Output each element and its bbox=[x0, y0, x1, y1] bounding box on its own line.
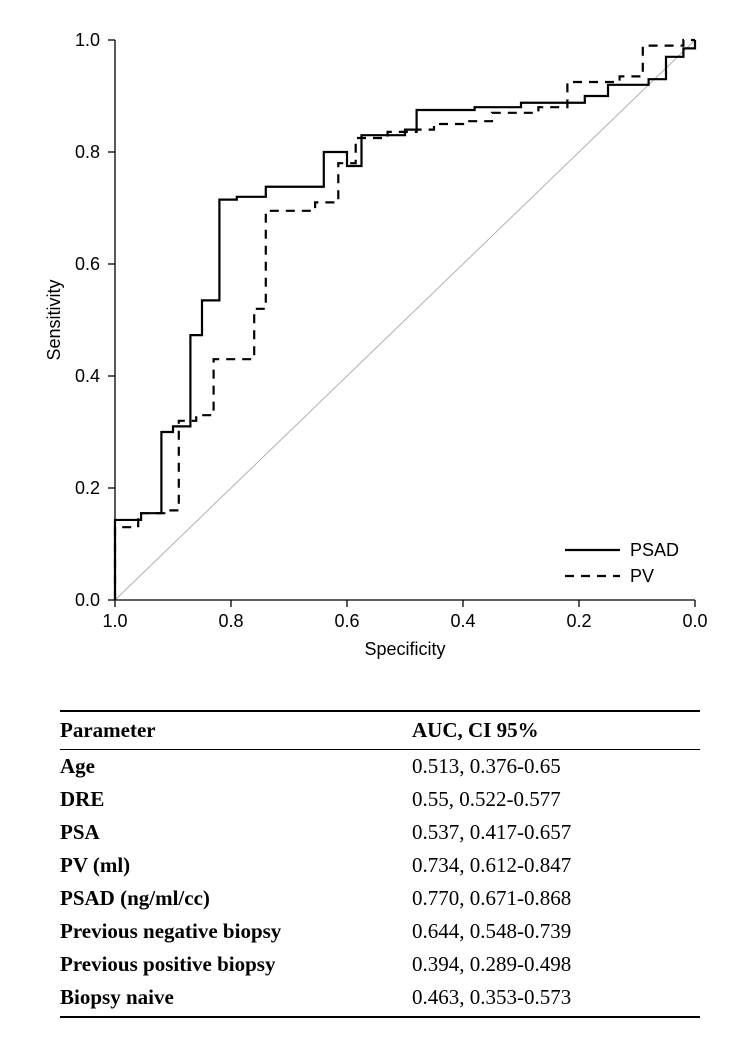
param-cell: PSAD (ng/ml/cc) bbox=[60, 882, 412, 915]
param-cell: PSA bbox=[60, 816, 412, 849]
legend-label-psad: PSAD bbox=[630, 540, 679, 560]
table-header-row: Parameter AUC, CI 95% bbox=[60, 711, 700, 750]
auc-cell: 0.513, 0.376-0.65 bbox=[412, 750, 700, 784]
auc-cell: 0.770, 0.671-0.868 bbox=[412, 882, 700, 915]
auc-table-wrap: Parameter AUC, CI 95% Age0.513, 0.376-0.… bbox=[60, 710, 700, 1018]
auc-cell: 0.734, 0.612-0.847 bbox=[412, 849, 700, 882]
auc-table: Parameter AUC, CI 95% Age0.513, 0.376-0.… bbox=[60, 710, 700, 1018]
table-row: Previous negative biopsy0.644, 0.548-0.7… bbox=[60, 915, 700, 948]
svg-text:1.0: 1.0 bbox=[75, 30, 100, 50]
auc-cell: 0.644, 0.548-0.739 bbox=[412, 915, 700, 948]
x-axis-label: Specificity bbox=[364, 639, 445, 659]
y-axis-label: Sensitivity bbox=[44, 279, 64, 360]
svg-text:0.4: 0.4 bbox=[75, 366, 100, 386]
svg-text:0.6: 0.6 bbox=[334, 611, 359, 631]
legend-label-pv: PV bbox=[630, 566, 654, 586]
param-cell: Biopsy naive bbox=[60, 981, 412, 1017]
table-row: Age0.513, 0.376-0.65 bbox=[60, 750, 700, 784]
svg-text:0.2: 0.2 bbox=[566, 611, 591, 631]
table-row: DRE0.55, 0.522-0.577 bbox=[60, 783, 700, 816]
param-cell: Previous negative biopsy bbox=[60, 915, 412, 948]
auc-cell: 0.394, 0.289-0.498 bbox=[412, 948, 700, 981]
table-row: PV (ml)0.734, 0.612-0.847 bbox=[60, 849, 700, 882]
table-header-auc: AUC, CI 95% bbox=[412, 711, 700, 750]
roc-chart: 1.0 0.8 0.6 0.4 0.2 0.0 0.0 0.2 0.4 0.6 0.8 1.0 Spec… bbox=[30, 20, 725, 670]
auc-cell: 0.463, 0.353-0.573 bbox=[412, 981, 700, 1017]
table-row: PSAD (ng/ml/cc)0.770, 0.671-0.868 bbox=[60, 882, 700, 915]
param-cell: DRE bbox=[60, 783, 412, 816]
param-cell: PV (ml) bbox=[60, 849, 412, 882]
svg-text:0.8: 0.8 bbox=[218, 611, 243, 631]
table-header-parameter: Parameter bbox=[60, 711, 412, 750]
svg-text:0.6: 0.6 bbox=[75, 254, 100, 274]
table-row: Previous positive biopsy0.394, 0.289-0.4… bbox=[60, 948, 700, 981]
table-row: PSA0.537, 0.417-0.657 bbox=[60, 816, 700, 849]
svg-text:0.2: 0.2 bbox=[75, 478, 100, 498]
svg-text:0.8: 0.8 bbox=[75, 142, 100, 162]
auc-cell: 0.55, 0.522-0.577 bbox=[412, 783, 700, 816]
param-cell: Age bbox=[60, 750, 412, 784]
table-row: Biopsy naive0.463, 0.353-0.573 bbox=[60, 981, 700, 1017]
roc-svg: 1.0 0.8 0.6 0.4 0.2 0.0 0.0 0.2 0.4 0.6 0.8 1.0 Spec… bbox=[30, 20, 725, 670]
svg-text:0.0: 0.0 bbox=[75, 590, 100, 610]
svg-text:1.0: 1.0 bbox=[102, 611, 127, 631]
svg-text:0.0: 0.0 bbox=[682, 611, 707, 631]
param-cell: Previous positive biopsy bbox=[60, 948, 412, 981]
svg-text:0.4: 0.4 bbox=[450, 611, 475, 631]
auc-cell: 0.537, 0.417-0.657 bbox=[412, 816, 700, 849]
